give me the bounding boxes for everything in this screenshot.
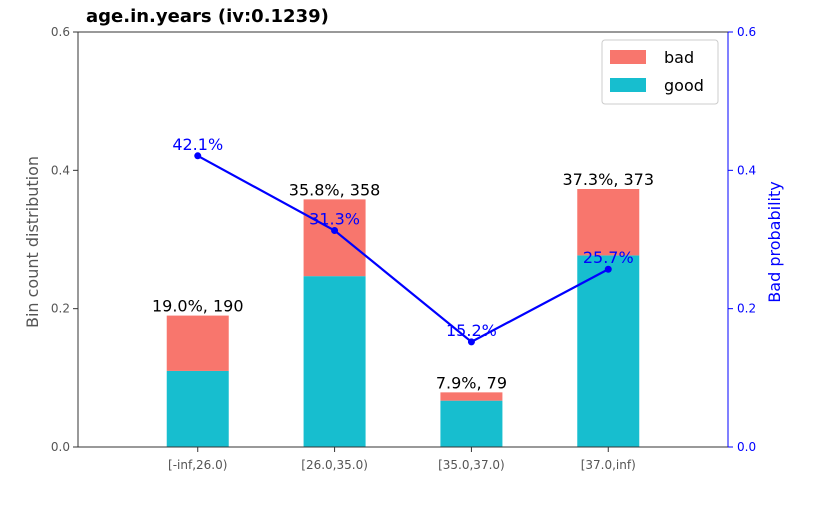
y-tick-label-1: 0.2 <box>51 302 70 316</box>
bad-probability-point-2 <box>467 338 475 346</box>
axes-layer: 0.0 0.2 0.4 0.6 0.0 0.2 0.4 0.6 [-inf,26.0) [26.0… <box>51 25 756 472</box>
bar-good-0 <box>166 370 229 447</box>
y-axis-label: Bin count distribution <box>23 156 42 328</box>
y-tick-label-0: 0.0 <box>51 440 70 454</box>
probability-label-2: 15.2% <box>446 321 497 340</box>
probability-line-layer <box>194 152 612 346</box>
y-tick-label-3: 0.6 <box>51 25 70 39</box>
bar-label-1: 35.8%, 358 <box>289 180 381 199</box>
bars-layer <box>166 189 640 447</box>
bar-bad-3 <box>577 189 640 256</box>
legend-label-good: good <box>664 76 704 95</box>
bar-good-2 <box>440 400 503 447</box>
y2-tick-label-2: 0.4 <box>737 163 756 177</box>
probability-label-3: 25.7% <box>583 248 634 267</box>
x-tick-label-2: [35.0,37.0) <box>438 458 505 472</box>
legend-label-bad: bad <box>664 48 694 67</box>
y2-tick-label-3: 0.6 <box>737 25 756 39</box>
bar-good-1 <box>303 276 366 447</box>
legend-swatch-good <box>610 78 646 92</box>
bad-probability-point-3 <box>604 265 612 273</box>
legend: bad good <box>601 39 719 105</box>
x-tick-label-0: [-inf,26.0) <box>168 458 227 472</box>
y2-tick-label-0: 0.0 <box>737 440 756 454</box>
x-tick-label-1: [26.0,35.0) <box>301 458 368 472</box>
bar-bad-0 <box>166 315 229 371</box>
probability-label-1: 31.3% <box>309 210 360 229</box>
y2-tick-label-1: 0.2 <box>737 302 756 316</box>
bar-label-2: 7.9%, 79 <box>436 373 507 392</box>
bad-probability-point-1 <box>331 227 339 235</box>
y2-axis-label: Bad probability <box>765 181 784 302</box>
bar-good-3 <box>577 255 640 447</box>
labels-layer: 19.0%, 190 35.8%, 358 7.9%, 79 37.3%, 373 42… <box>152 135 654 393</box>
bad-probability-point-0 <box>194 152 202 160</box>
bar-label-0: 19.0%, 190 <box>152 297 244 316</box>
x-tick-label-3: [37.0,inf) <box>581 458 636 472</box>
bar-bad-2 <box>440 392 503 401</box>
probability-label-0: 42.1% <box>172 135 223 154</box>
bar-bad-1 <box>303 199 366 277</box>
chart-title: age.in.years (iv:0.1239) <box>86 6 329 27</box>
legend-swatch-bad <box>610 50 646 64</box>
bar-label-3: 37.3%, 373 <box>562 170 654 189</box>
bad-probability-line <box>197 154 609 344</box>
y-tick-label-2: 0.4 <box>51 163 70 177</box>
